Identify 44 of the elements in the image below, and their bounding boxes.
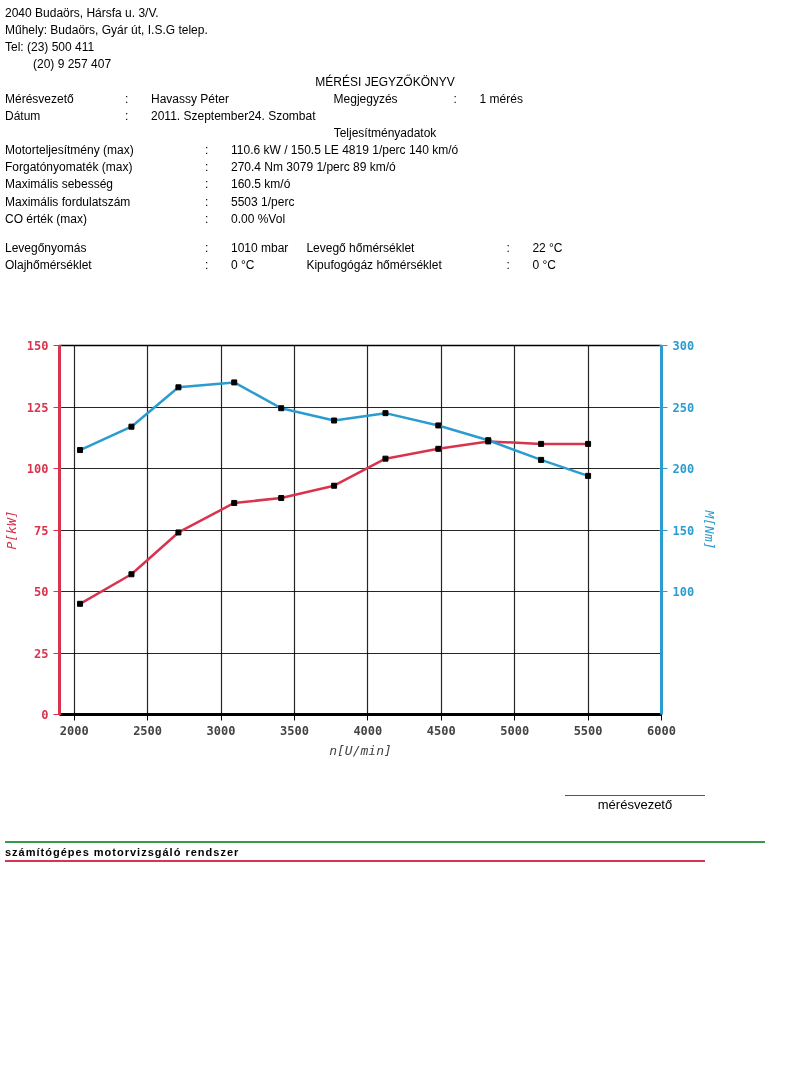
y-tick-label: 75 <box>34 523 49 538</box>
y-tick-label: 25 <box>34 646 49 661</box>
y-tick-label: 100 <box>26 462 49 476</box>
text: Dátum : 2011. Szeptember24. Szombat <box>5 108 316 123</box>
y-axis-title: P[kW] <box>3 510 19 550</box>
x-tick-label: 5000 <box>500 723 530 738</box>
y2-tick-label: 200 <box>672 462 695 476</box>
text: Megjegyzés : 1 mérés <box>333 91 523 106</box>
y2-tick-label: 250 <box>672 400 695 415</box>
text: Tel: (23) 500 411 <box>5 40 95 55</box>
x-tick-label: 2500 <box>133 723 163 738</box>
y2-tick-label: 150 <box>672 523 695 538</box>
x-tick-label: 2000 <box>59 723 89 738</box>
x-tick-label: 5500 <box>573 723 603 738</box>
x-tick-label: 3000 <box>206 723 236 738</box>
text: Levegőnyomás : 1010 mbar <box>5 240 289 255</box>
text: számítógépes motorvizsgáló rendszer <box>5 840 765 861</box>
text: Forgatónyomaték (max) : 270.4 Nm 3079 1/perc 89 km/ó <box>5 160 396 175</box>
text: Motorteljesítmény (max) : 110.6 kW / 150.5 LE 4819 1/perc 140 km/ó <box>5 143 459 158</box>
text: Maximális sebesség : 160.5 km/ó <box>5 177 291 192</box>
text: Kipufogógáz hőmérséklet : 0 °C <box>306 257 556 272</box>
chart-title: MÉRÉSI JEGYZŐKÖNYV <box>314 73 456 91</box>
y-tick-label: 0 <box>41 708 49 722</box>
y-tick-label: 150 <box>26 339 49 353</box>
y2-axis-title: M[Nm] <box>702 509 718 550</box>
text: (20) 9 257 407 <box>32 57 112 72</box>
x-tick-label: 4000 <box>353 723 383 738</box>
y2-tick-label: 100 <box>672 585 695 599</box>
text: Olajhőmérséklet : 0 °C <box>5 257 255 272</box>
y2-tick-label: 300 <box>672 339 695 353</box>
text: Mérésvezető : Havassy Péter <box>5 91 230 106</box>
text: Maximális fordulatszám : 5503 1/perc <box>5 194 295 209</box>
y-tick-label: 125 <box>26 400 49 415</box>
x-tick-label: 3500 <box>279 723 309 738</box>
x-tick-label: 4500 <box>426 723 456 738</box>
text: mérésvezető <box>565 795 705 815</box>
text: Műhely: Budaörs, Gyár út, I.S.G telep. <box>5 23 208 38</box>
text: CO érték (max) : 0.00 %Vol <box>5 211 286 226</box>
chart-subtitle: Teljesítményadatok <box>332 125 438 142</box>
text: 2040 Budaörs, Hársfa u. 3/V. <box>5 6 159 20</box>
x-axis-title: n[U/min] <box>329 742 392 758</box>
text: Levegő hőmérséklet : 22 °C <box>306 240 563 255</box>
y-tick-label: 50 <box>34 585 49 599</box>
x-tick-label: 6000 <box>647 723 676 738</box>
